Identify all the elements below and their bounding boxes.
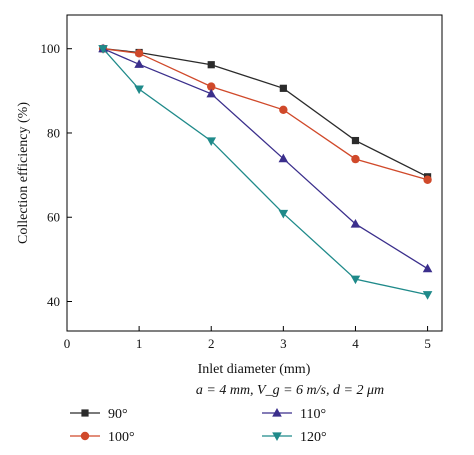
series-line bbox=[102, 48, 428, 181]
data-point bbox=[350, 218, 361, 228]
data-point bbox=[422, 291, 433, 300]
y-axis-label: Collection efficiency (%) bbox=[16, 102, 31, 244]
data-point bbox=[207, 82, 216, 91]
data-point bbox=[206, 88, 217, 98]
legend-marker bbox=[272, 432, 282, 441]
data-point bbox=[422, 263, 433, 273]
data-point bbox=[207, 61, 215, 69]
data-point bbox=[279, 105, 288, 115]
x-tick-label: 2 bbox=[208, 336, 215, 351]
data-point bbox=[134, 59, 144, 68]
legend-item: 90° bbox=[70, 407, 128, 422]
x-tick-label: 4 bbox=[352, 336, 359, 351]
chart-subcaption: a = 4 mm, V_g = 6 m/s, d = 2 μm bbox=[196, 383, 384, 398]
series bbox=[98, 44, 432, 184]
data-point bbox=[134, 85, 144, 95]
data-point bbox=[206, 137, 217, 146]
y-tick-label: 40 bbox=[47, 294, 60, 309]
series-line bbox=[102, 48, 428, 270]
data-point bbox=[350, 275, 361, 285]
data-point bbox=[278, 209, 289, 219]
plot-frame bbox=[66, 14, 443, 332]
y-tick-label: 80 bbox=[47, 125, 60, 140]
data-point bbox=[351, 154, 360, 164]
series-layer bbox=[98, 43, 433, 300]
data-point bbox=[351, 136, 360, 145]
legend: 90° 100° 110° 120° bbox=[70, 407, 327, 445]
legend-marker bbox=[272, 408, 282, 417]
series-line bbox=[102, 48, 428, 296]
series-line bbox=[102, 48, 428, 178]
legend-marker bbox=[80, 431, 90, 441]
x-tick-label: 0 bbox=[64, 336, 71, 351]
series bbox=[98, 43, 433, 273]
legend-label: 90° bbox=[108, 407, 128, 422]
x-tick-label: 3 bbox=[280, 336, 287, 351]
legend-item: 100° bbox=[70, 430, 135, 445]
data-point bbox=[278, 153, 289, 163]
legend-item: 110° bbox=[262, 407, 326, 422]
y-tick-label: 60 bbox=[47, 210, 60, 225]
series bbox=[99, 45, 432, 181]
data-point bbox=[134, 49, 144, 58]
legend-label: 100° bbox=[108, 430, 135, 445]
x-axis-label: Inlet diameter (mm) bbox=[198, 362, 311, 377]
x-tick-label: 5 bbox=[424, 336, 431, 351]
legend-item: 120° bbox=[262, 430, 327, 445]
data-point bbox=[98, 45, 108, 54]
data-point bbox=[423, 175, 432, 184]
x-tick-label: 1 bbox=[136, 336, 143, 351]
legend-label: 110° bbox=[300, 407, 326, 422]
legend-marker bbox=[81, 409, 89, 417]
data-point bbox=[279, 84, 287, 92]
y-tick-label: 100 bbox=[41, 41, 61, 56]
legend-label: 120° bbox=[300, 430, 327, 445]
axis-ticks: 0 1 2 3 4 5 40 60 80 100 bbox=[41, 41, 431, 351]
series bbox=[98, 45, 433, 300]
